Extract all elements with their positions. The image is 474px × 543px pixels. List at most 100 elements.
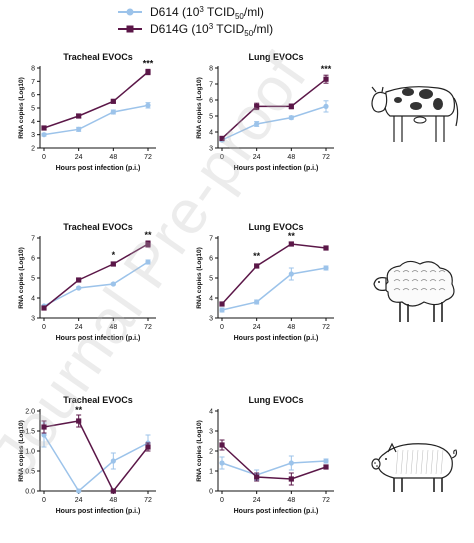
data-point: [254, 263, 260, 269]
y-tick-label: 5: [31, 106, 35, 113]
chart-title: Lung EVOCs: [248, 222, 303, 232]
x-tick-label: 48: [109, 497, 117, 504]
data-point: [288, 115, 294, 121]
chart-panel-2: Lung EVOCs 3 4 5 6 7 8 0 24 48 72 Hours post infect…: [196, 48, 346, 178]
data-point: [254, 103, 260, 109]
series-line: [43, 71, 149, 129]
series-line: [43, 261, 149, 307]
y-tick-label: 6: [31, 92, 35, 99]
data-point: [76, 285, 82, 291]
data-point: [323, 76, 329, 82]
x-tick-label: 24: [253, 324, 261, 331]
series-line: [43, 243, 149, 309]
y-tick-label: 2: [209, 449, 213, 456]
y-tick-label: 8: [31, 66, 35, 73]
y-tick-label: 0.5: [25, 469, 35, 476]
y-tick-label: 4: [209, 296, 213, 303]
chart-title: Tracheal EVOCs: [63, 222, 133, 232]
significance-marker: **: [288, 231, 296, 241]
data-point: [288, 103, 294, 109]
legend-label: D614G (103 TCID50/ml): [150, 22, 273, 38]
x-tick-label: 72: [144, 497, 152, 504]
chart-title: Lung EVOCs: [248, 52, 303, 62]
data-point: [254, 474, 260, 480]
x-tick-label: 0: [220, 324, 224, 331]
data-point: [41, 432, 47, 438]
series-D614G: [41, 240, 151, 311]
y-tick-label: 5: [209, 276, 213, 283]
x-tick-label: 24: [253, 497, 261, 504]
y-tick-label: 6: [209, 98, 213, 105]
data-point: [110, 488, 116, 494]
x-tick-label: 0: [220, 154, 224, 161]
significance-marker: **: [144, 230, 152, 240]
data-point: [219, 307, 225, 313]
chart-title: Tracheal EVOCs: [63, 52, 133, 62]
x-tick-label: 24: [75, 324, 83, 331]
y-tick-label: 4: [31, 296, 35, 303]
data-point: [145, 259, 151, 265]
data-point: [254, 121, 260, 127]
x-tick-label: 48: [287, 154, 295, 161]
series-D614: [219, 455, 329, 481]
x-tick-label: 72: [322, 497, 330, 504]
x-tick-label: 72: [322, 154, 330, 161]
series-D614: [41, 102, 151, 138]
legend-item-0: D614 (103 TCID50/ml): [118, 5, 264, 21]
y-tick-label: 0: [209, 489, 213, 496]
data-point: [145, 102, 151, 108]
x-tick-label: 72: [144, 324, 152, 331]
data-point: [145, 241, 151, 247]
x-axis-label: Hours post infection (p.i.): [56, 165, 141, 172]
x-tick-label: 24: [75, 497, 83, 504]
data-point: [323, 458, 329, 464]
x-tick-label: 48: [109, 154, 117, 161]
x-tick-label: 48: [287, 324, 295, 331]
series-D614G: [219, 74, 329, 141]
x-axis-label: Hours post infection (p.i.): [234, 508, 319, 515]
series-line: [221, 105, 327, 141]
chart-panel-3: Tracheal EVOCs 3 4 5 6 7 0 24 48 72 Hours post inf…: [18, 218, 168, 348]
series-D614G: [219, 439, 329, 486]
data-point: [145, 444, 151, 450]
legend-marker: [126, 8, 134, 16]
significance-marker: ***: [321, 64, 332, 74]
x-tick-label: 24: [75, 154, 83, 161]
data-point: [110, 281, 116, 287]
y-tick-label: 3: [209, 316, 213, 323]
data-point: [323, 245, 329, 251]
data-point: [110, 458, 116, 464]
data-point: [219, 460, 225, 466]
significance-marker: ***: [143, 59, 154, 69]
series-line: [221, 444, 327, 480]
y-axis-label: RNA copies (Log10): [18, 77, 25, 139]
data-point: [41, 125, 47, 131]
series-line: [221, 243, 327, 305]
data-point: [323, 265, 329, 271]
data-point: [145, 69, 151, 75]
data-point: [323, 103, 329, 109]
data-point: [41, 424, 47, 430]
chart-panel-6: Lung EVOCs 0 1 2 3 4 0 24 48 72 Hours post infecti…: [196, 391, 346, 521]
data-point: [110, 109, 116, 115]
x-axis-label: Hours post infection (p.i.): [234, 335, 319, 342]
x-tick-label: 48: [287, 497, 295, 504]
y-tick-label: 4: [209, 409, 213, 416]
series-line: [43, 104, 149, 136]
series-D614: [41, 422, 151, 494]
legend-marker: [126, 25, 134, 33]
y-tick-label: 5: [209, 114, 213, 121]
y-tick-label: 3: [209, 429, 213, 436]
chart-panel-1: Tracheal EVOCs 2 3 4 5 6 7 8 0 24 48 72 Hours post i…: [18, 48, 168, 178]
x-axis-label: Hours post infection (p.i.): [56, 335, 141, 342]
data-point: [110, 261, 116, 267]
data-point: [288, 271, 294, 277]
x-axis-label: Hours post infection (p.i.): [56, 508, 141, 515]
series-line: [43, 434, 149, 493]
chart-title: Lung EVOCs: [248, 395, 303, 405]
y-tick-label: 6: [31, 256, 35, 263]
x-tick-label: 0: [42, 324, 46, 331]
y-tick-label: 0.0: [25, 489, 35, 496]
data-point: [41, 305, 47, 311]
pig-icon: [368, 432, 466, 513]
